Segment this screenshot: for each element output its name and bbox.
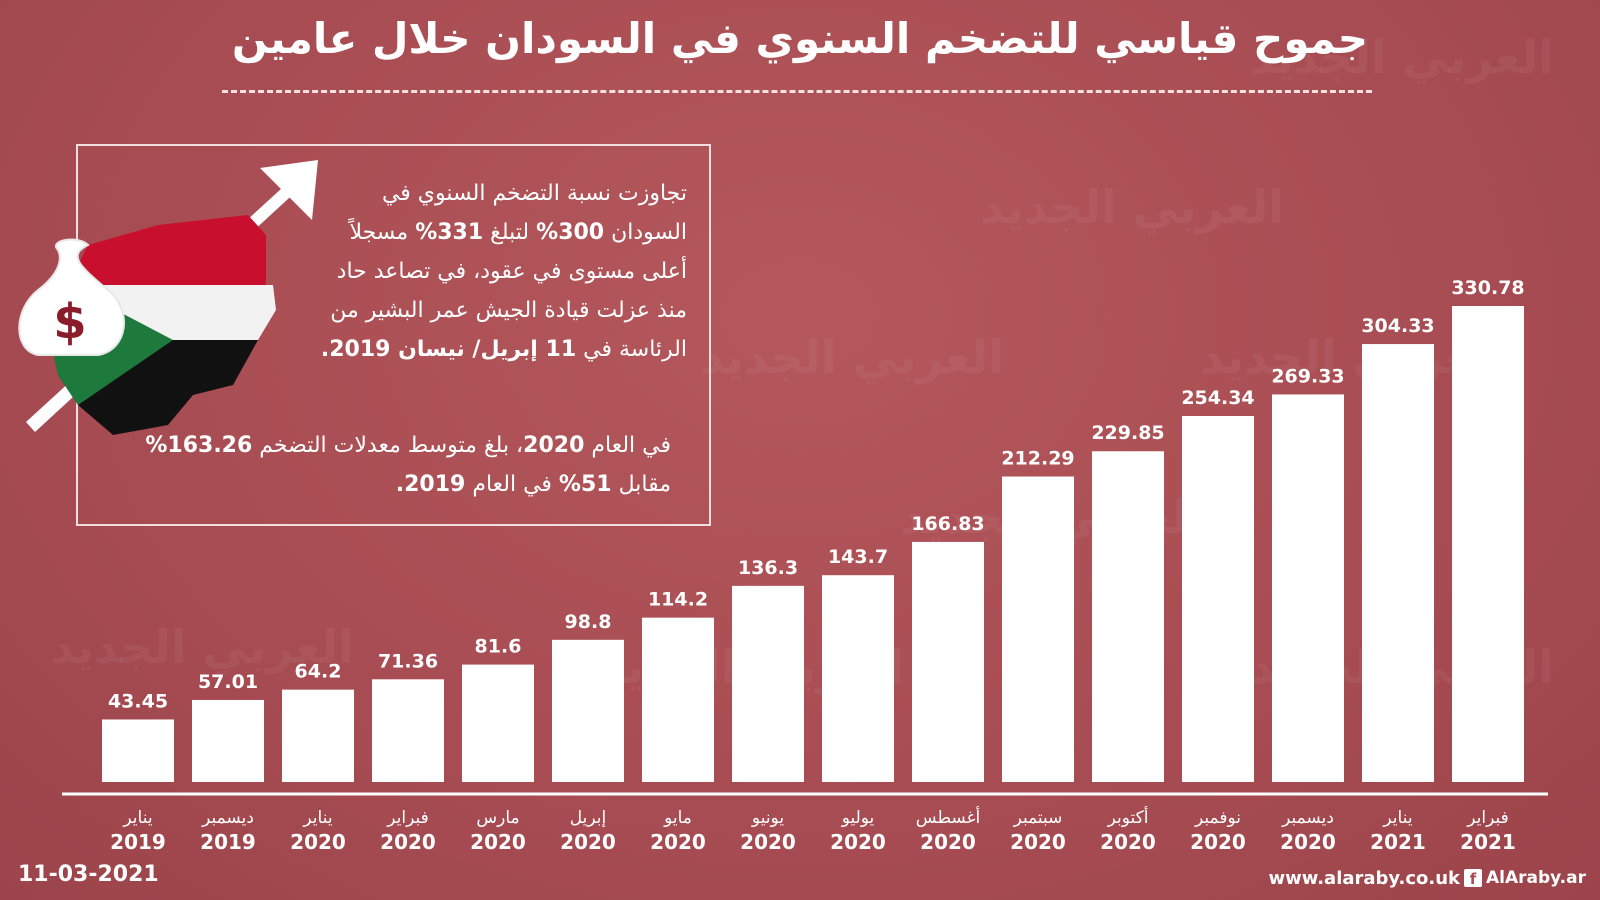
x-tick-month: يونيو xyxy=(751,808,784,828)
bar-value-label: 136.3 xyxy=(738,557,798,579)
bar xyxy=(1182,415,1254,782)
x-tick-year: 2020 xyxy=(470,830,526,854)
x-tick-year: 2019 xyxy=(110,830,166,854)
x-tick-month: فبراير xyxy=(1466,808,1508,828)
bar xyxy=(1362,344,1434,782)
x-tick-month: يوليو xyxy=(841,808,875,828)
date-stamp: 11-03-2021 xyxy=(18,862,159,887)
bar-value-label: 143.7 xyxy=(828,546,888,568)
bar-value-label: 330.78 xyxy=(1451,277,1524,299)
x-tick-year: 2020 xyxy=(290,830,346,854)
x-tick-year: 2020 xyxy=(740,830,796,854)
x-tick-year: 2020 xyxy=(920,830,976,854)
bar xyxy=(1092,451,1164,782)
x-tick-year: 2021 xyxy=(1370,830,1426,854)
x-tick-year: 2020 xyxy=(1100,830,1156,854)
x-tick-month: ديسمبر xyxy=(201,808,254,828)
bar xyxy=(822,575,894,782)
bar xyxy=(372,679,444,782)
x-tick-year: 2019 xyxy=(200,830,256,854)
bar-value-label: 64.2 xyxy=(295,661,342,683)
bar xyxy=(282,689,354,782)
bar-value-label: 304.33 xyxy=(1361,315,1434,337)
bar-value-label: 57.01 xyxy=(198,671,258,693)
x-tick-month: ديسمبر xyxy=(1281,808,1334,828)
x-tick-year: 2020 xyxy=(1190,830,1246,854)
x-tick-year: 2020 xyxy=(1280,830,1336,854)
chart-title: جموح قياسي للتضخم السنوي في السودان خلال… xyxy=(231,14,1369,63)
x-tick-month: مارس xyxy=(476,808,519,828)
bar-value-label: 81.6 xyxy=(475,636,522,658)
x-tick-month: يناير xyxy=(1382,808,1412,828)
x-tick-month: فبراير xyxy=(386,808,428,828)
info-box: تجاوزت نسبة التضخم السنوي في السودان 300… xyxy=(76,144,711,526)
money-bag-icon: $ xyxy=(18,238,125,356)
watermark: العربي الجديد xyxy=(50,620,355,674)
info-paragraph-1: تجاوزت نسبة التضخم السنوي في السودان 300… xyxy=(320,181,687,362)
currency-symbol: $ xyxy=(53,294,86,350)
x-tick-year: 2020 xyxy=(830,830,886,854)
bar-value-label: 43.45 xyxy=(108,690,168,712)
x-tick-year: 2020 xyxy=(650,830,706,854)
title-underline xyxy=(222,90,1372,93)
watermark: العربي الجديد xyxy=(1250,30,1555,84)
info-paragraph-2: في العام 2020، بلغ متوسط معدلات التضخم 1… xyxy=(145,433,671,497)
x-tick-month: إبريل xyxy=(570,808,606,828)
bar-value-label: 98.8 xyxy=(565,611,612,633)
x-tick-month: يناير xyxy=(302,808,332,828)
sudan-map-illustration: $ xyxy=(18,160,318,435)
bar xyxy=(192,699,264,782)
bar xyxy=(1002,476,1074,782)
x-tick-month: نوفمبر xyxy=(1194,808,1241,828)
x-tick-year: 2020 xyxy=(560,830,616,854)
footer-website: www.alaraby.co.uk xyxy=(1268,868,1460,889)
x-tick-month: مايو xyxy=(663,808,692,828)
bar xyxy=(102,719,174,782)
bar-value-label: 71.36 xyxy=(378,650,438,672)
x-tick-year: 2020 xyxy=(380,830,436,854)
bar-value-label: 114.2 xyxy=(648,589,708,611)
bar-value-label: 254.34 xyxy=(1181,387,1254,409)
bar-value-label: 212.29 xyxy=(1001,448,1074,470)
x-tick-month: أغسطس xyxy=(916,806,980,828)
x-tick-month: سبتمبر xyxy=(1013,808,1063,828)
bar xyxy=(462,664,534,782)
footer-social-handle: f AlAraby.ar xyxy=(1464,868,1586,888)
x-tick-month: أكتوبر xyxy=(1107,806,1149,828)
facebook-icon: f xyxy=(1464,869,1482,888)
bar xyxy=(642,617,714,782)
bar xyxy=(1452,306,1524,782)
bar-value-label: 166.83 xyxy=(911,513,984,535)
watermark: العربي الجديد xyxy=(980,180,1285,234)
watermark: العربي الجديد xyxy=(700,330,1005,384)
bar xyxy=(1272,394,1344,782)
x-tick-year: 2021 xyxy=(1460,830,1516,854)
bar-value-label: 229.85 xyxy=(1091,422,1164,444)
bar xyxy=(552,639,624,782)
x-tick-year: 2020 xyxy=(1010,830,1066,854)
bar xyxy=(732,585,804,782)
bar xyxy=(912,541,984,782)
social-handle-text: AlAraby.ar xyxy=(1486,868,1586,888)
x-tick-month: يناير xyxy=(122,808,152,828)
bar-value-label: 269.33 xyxy=(1271,365,1344,387)
